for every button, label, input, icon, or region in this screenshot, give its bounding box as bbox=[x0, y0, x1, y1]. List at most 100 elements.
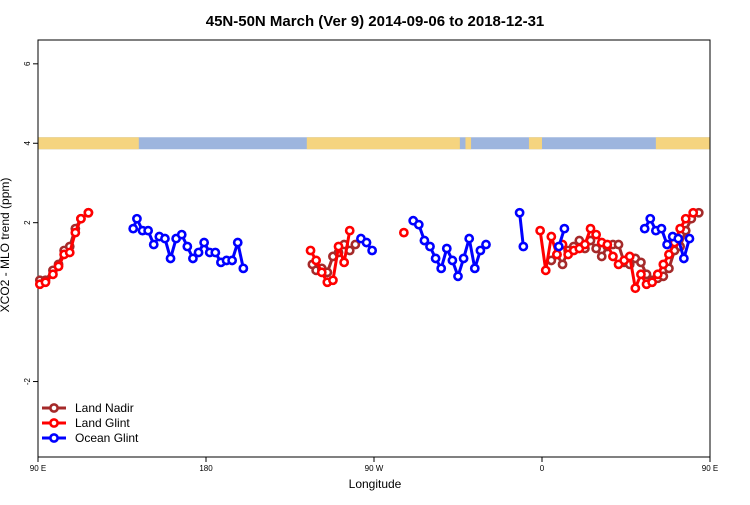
x-axis-title: Longitude bbox=[349, 477, 402, 491]
data-point-ocean-glint bbox=[447, 255, 458, 266]
data-point-land-glint bbox=[540, 265, 551, 276]
data-point-ocean-glint bbox=[430, 253, 441, 264]
data-point-ocean-glint bbox=[227, 255, 238, 266]
data-point-ocean-glint bbox=[210, 247, 221, 258]
x-tick-label: 90 E bbox=[702, 464, 718, 473]
data-point-land-nadir bbox=[636, 257, 646, 268]
legend-marker-ocean-glint bbox=[49, 433, 59, 443]
data-point-land-nadir bbox=[350, 239, 361, 250]
data-point-ocean-glint bbox=[425, 241, 435, 252]
data-point-land-glint bbox=[630, 283, 641, 294]
data-point-ocean-glint bbox=[645, 213, 656, 224]
x-tick-label: 0 bbox=[540, 464, 545, 473]
data-point-land-glint bbox=[675, 223, 686, 234]
data-point-land-glint bbox=[636, 269, 646, 280]
chart-title: 45N-50N March (Ver 9) 2014-09-06 to 2018… bbox=[206, 13, 545, 30]
data-point-land-glint bbox=[647, 277, 658, 288]
legend-label-land-nadir: Land Nadir bbox=[75, 401, 134, 415]
data-point-land-nadir bbox=[591, 243, 602, 254]
series-land-glint bbox=[34, 207, 699, 294]
data-point-land-glint bbox=[658, 259, 669, 270]
data-point-land-glint bbox=[552, 249, 562, 260]
y-tick-label: 2 bbox=[23, 220, 32, 225]
y-axis-title: XCO2 - MLO trend (ppm) bbox=[0, 178, 12, 313]
data-point-land-glint bbox=[398, 227, 409, 238]
y-tick-label: 6 bbox=[23, 61, 32, 66]
data-point-ocean-glint bbox=[656, 223, 667, 234]
data-point-land-nadir bbox=[596, 251, 607, 262]
x-tick-label: 90 W bbox=[365, 464, 384, 473]
data-point-land-glint bbox=[608, 251, 618, 262]
data-point-ocean-glint bbox=[199, 237, 210, 248]
data-point-ocean-glint bbox=[436, 263, 447, 274]
data-point-land-glint bbox=[305, 245, 316, 256]
data-point-ocean-glint bbox=[413, 219, 424, 230]
x-tick-label: 180 bbox=[199, 464, 213, 473]
data-point-land-glint bbox=[624, 251, 635, 262]
data-point-land-glint bbox=[333, 241, 344, 252]
data-point-ocean-glint bbox=[128, 223, 139, 234]
data-point-land-nadir bbox=[613, 239, 624, 250]
data-point-ocean-glint bbox=[553, 241, 564, 252]
data-point-land-glint bbox=[546, 231, 557, 242]
data-point-ocean-glint bbox=[464, 233, 475, 244]
landmask-band bbox=[38, 137, 710, 150]
data-point-land-glint bbox=[344, 225, 355, 236]
data-point-ocean-glint bbox=[475, 245, 486, 256]
data-point-ocean-glint bbox=[481, 239, 491, 250]
y-tick-label: -2 bbox=[23, 377, 32, 385]
legend-label-ocean-glint: Ocean Glint bbox=[75, 431, 139, 445]
data-point-ocean-glint bbox=[684, 233, 695, 244]
land-band bbox=[655, 137, 710, 150]
data-point-land-glint bbox=[652, 269, 663, 280]
land-band bbox=[38, 137, 139, 150]
data-point-land-glint bbox=[680, 213, 691, 224]
data-point-land-glint bbox=[688, 207, 699, 218]
data-point-land-glint bbox=[591, 229, 602, 240]
data-point-land-glint bbox=[53, 261, 64, 272]
data-point-land-glint bbox=[339, 257, 350, 268]
data-point-land-glint bbox=[48, 269, 58, 280]
data-point-ocean-glint bbox=[132, 213, 142, 224]
legend-marker-land-glint bbox=[49, 418, 59, 428]
data-point-ocean-glint bbox=[639, 223, 650, 234]
data-point-ocean-glint bbox=[441, 243, 452, 254]
legend-marker-land-nadir bbox=[49, 403, 59, 413]
data-point-ocean-glint bbox=[662, 239, 672, 250]
data-point-ocean-glint bbox=[182, 241, 193, 252]
series-line-ocean-glint bbox=[518, 212, 525, 247]
series-ocean-glint bbox=[128, 207, 695, 282]
data-point-land-glint bbox=[602, 239, 613, 250]
data-point-ocean-glint bbox=[143, 225, 154, 236]
data-point-ocean-glint bbox=[361, 237, 372, 248]
data-point-ocean-glint bbox=[232, 237, 243, 248]
data-point-ocean-glint bbox=[238, 263, 249, 274]
y-tick-label: 4 bbox=[23, 140, 32, 145]
legend-label-land-glint: Land Glint bbox=[75, 416, 130, 430]
data-point-ocean-glint bbox=[518, 241, 529, 252]
data-point-ocean-glint bbox=[458, 253, 469, 264]
series-layer bbox=[34, 207, 704, 294]
data-point-ocean-glint bbox=[165, 253, 176, 264]
data-point-ocean-glint bbox=[678, 253, 689, 264]
data-point-ocean-glint bbox=[514, 207, 525, 218]
data-point-ocean-glint bbox=[193, 247, 204, 258]
data-point-land-glint bbox=[70, 227, 81, 238]
data-point-land-nadir bbox=[557, 259, 568, 270]
data-point-ocean-glint bbox=[419, 235, 430, 246]
data-point-ocean-glint bbox=[673, 233, 684, 244]
data-point-land-glint bbox=[76, 213, 86, 224]
data-point-land-glint bbox=[311, 255, 322, 266]
x-tick-label: 90 E bbox=[30, 464, 46, 473]
data-point-land-glint bbox=[316, 267, 327, 278]
data-point-land-glint bbox=[580, 239, 590, 250]
land-band bbox=[528, 137, 542, 150]
data-point-ocean-glint bbox=[367, 245, 378, 256]
data-point-ocean-glint bbox=[188, 253, 198, 264]
data-point-land-glint bbox=[64, 247, 75, 258]
data-point-ocean-glint bbox=[160, 233, 170, 244]
data-point-land-glint bbox=[40, 277, 51, 288]
data-point-land-glint bbox=[664, 249, 674, 260]
